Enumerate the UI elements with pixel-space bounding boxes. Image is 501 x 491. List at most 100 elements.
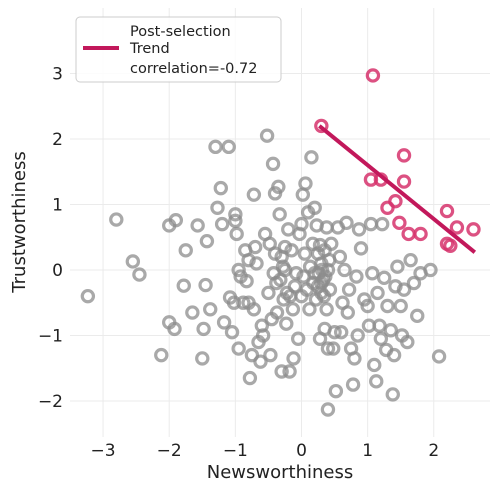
unselected-point <box>374 216 390 232</box>
x-tick-label: 1 <box>362 441 373 461</box>
unselected-point <box>125 254 141 269</box>
unselected-point <box>340 305 355 320</box>
unselected-point <box>390 259 405 274</box>
unselected-point <box>319 302 334 317</box>
selected-point <box>365 68 381 83</box>
unselected-point <box>372 318 387 333</box>
unselected-point <box>320 262 336 278</box>
unselected-point <box>277 262 293 278</box>
unselected-point <box>274 364 289 379</box>
selected-point <box>443 238 458 253</box>
unselected-point <box>236 295 251 310</box>
legend-line-3: correlation=-0.72 <box>130 61 257 77</box>
unselected-point <box>320 402 336 417</box>
legend-line-2: Trend <box>129 41 170 57</box>
x-tick-label: 0 <box>296 441 307 461</box>
legend-box <box>75 16 282 83</box>
y-tick-label: 2 <box>52 130 63 150</box>
unselected-point <box>253 354 268 369</box>
unselected-point <box>333 325 349 340</box>
unselected-point <box>431 349 447 364</box>
unselected-point <box>279 316 294 331</box>
unselected-point <box>423 262 438 278</box>
unselected-point <box>231 341 246 356</box>
unselected-point <box>350 328 365 343</box>
unselected-point <box>383 323 398 338</box>
unselected-point <box>263 347 278 363</box>
unselected-point <box>241 252 256 268</box>
unselected-point <box>176 278 191 293</box>
unselected-point <box>132 267 147 282</box>
unselected-point <box>265 156 281 172</box>
unselected-point <box>370 285 385 301</box>
unselected-point <box>286 351 301 366</box>
unselected-point <box>203 302 218 317</box>
selected-point <box>439 203 455 219</box>
selected-point <box>466 222 481 237</box>
legend: Post-selection Trend correlation=-0.72 <box>75 16 282 83</box>
unselected-point <box>285 302 301 317</box>
x-tick-label: −1 <box>223 441 248 461</box>
unselected-point <box>269 305 285 320</box>
unselected-point <box>320 341 336 356</box>
selected-point <box>314 118 329 134</box>
unselected-point <box>324 236 339 251</box>
unselected-point <box>332 249 348 265</box>
unselected-point <box>380 298 395 314</box>
unselected-point <box>403 252 418 268</box>
unselected-point <box>339 215 354 231</box>
unselected-point <box>167 321 182 337</box>
selected-point <box>380 200 395 215</box>
unselected-point <box>246 187 262 202</box>
unselected-point <box>365 266 380 281</box>
unselected-point <box>284 243 299 258</box>
unselected-point <box>242 370 258 386</box>
x-tick-labels: −3 −2 −1 0 1 2 <box>91 441 440 461</box>
unselected-point <box>294 216 309 232</box>
unselected-point <box>347 351 362 366</box>
unselected-points <box>80 128 447 417</box>
unselected-point <box>376 270 392 286</box>
legend-line-1: Post-selection <box>130 24 231 40</box>
unselected-point <box>400 334 415 350</box>
unselected-point <box>393 298 408 314</box>
unselected-point <box>281 222 296 237</box>
x-tick-label: 2 <box>428 441 439 461</box>
unselected-point <box>154 347 169 363</box>
unselected-point <box>185 305 200 320</box>
unselected-point <box>249 256 264 271</box>
unselected-point <box>386 347 402 363</box>
unselected-point <box>351 222 367 237</box>
unselected-point <box>297 246 313 261</box>
y-tick-label: 3 <box>52 64 63 84</box>
unselected-point <box>80 288 96 304</box>
selected-point <box>449 220 465 235</box>
unselected-point <box>316 288 332 304</box>
unselected-point <box>345 377 361 392</box>
unselected-point <box>214 216 230 232</box>
unselected-point <box>271 179 286 195</box>
y-tick-labels: −2 −1 0 1 2 3 <box>38 64 63 411</box>
unselected-point <box>208 139 223 155</box>
unselected-point <box>224 325 240 340</box>
unselected-point <box>195 351 210 366</box>
unselected-point <box>244 347 260 363</box>
unselected-point <box>406 275 422 291</box>
unselected-point <box>216 315 232 330</box>
selected-points <box>314 68 481 253</box>
unselected-point <box>231 262 246 278</box>
unselected-point <box>328 383 344 399</box>
unselected-point <box>396 282 412 297</box>
unselected-point <box>337 262 352 278</box>
x-tick-label: −2 <box>157 441 182 461</box>
unselected-point <box>259 128 275 143</box>
unselected-point <box>255 328 271 343</box>
unselected-point <box>168 213 184 228</box>
x-axis-label: Newsworthiness <box>207 462 353 483</box>
selected-point <box>396 148 412 163</box>
unselected-point <box>353 241 369 256</box>
selected-point <box>413 226 428 242</box>
unselected-point <box>196 321 211 337</box>
y-tick-label: 0 <box>52 261 63 281</box>
unselected-point <box>302 302 317 317</box>
